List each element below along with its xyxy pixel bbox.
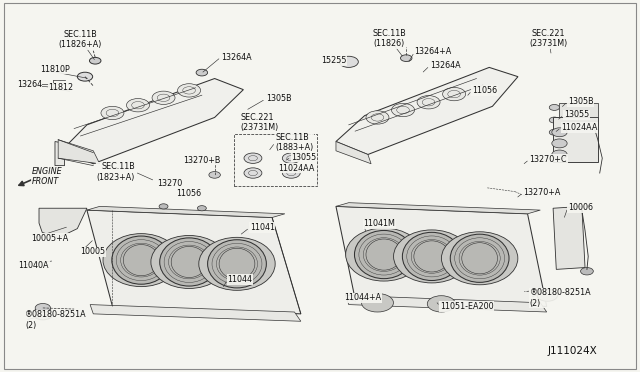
Circle shape xyxy=(552,139,567,148)
Text: 13264: 13264 xyxy=(17,80,42,89)
Text: SEC.221
(23731M): SEC.221 (23731M) xyxy=(529,29,568,48)
Text: ENGINE
FRONT: ENGINE FRONT xyxy=(31,167,62,186)
Text: 11024AA: 11024AA xyxy=(561,123,598,132)
Text: 13055: 13055 xyxy=(291,153,317,161)
Text: 13264+A: 13264+A xyxy=(415,47,452,56)
Polygon shape xyxy=(61,78,243,164)
Text: 11812: 11812 xyxy=(49,83,74,92)
Ellipse shape xyxy=(451,234,509,282)
Text: 11024AA: 11024AA xyxy=(278,164,315,173)
Circle shape xyxy=(552,150,567,159)
Circle shape xyxy=(580,267,593,275)
Polygon shape xyxy=(58,140,100,164)
Text: 1305B: 1305B xyxy=(266,94,291,103)
Circle shape xyxy=(282,168,300,178)
Ellipse shape xyxy=(207,240,266,288)
Text: J111024X: J111024X xyxy=(548,346,598,356)
Circle shape xyxy=(209,171,220,178)
Text: 11041M: 11041M xyxy=(364,219,396,228)
Ellipse shape xyxy=(103,234,179,286)
Polygon shape xyxy=(55,141,65,166)
Text: ®08180-8251A
(2): ®08180-8251A (2) xyxy=(25,311,86,330)
Text: 11044+A: 11044+A xyxy=(344,294,381,302)
Text: 11044: 11044 xyxy=(227,275,252,284)
Circle shape xyxy=(177,84,200,97)
Text: 15255: 15255 xyxy=(321,56,347,65)
Polygon shape xyxy=(336,203,540,214)
Text: 13270: 13270 xyxy=(157,179,182,188)
Bar xyxy=(234,134,317,186)
Circle shape xyxy=(428,296,456,312)
Circle shape xyxy=(549,117,559,123)
Text: 10006: 10006 xyxy=(568,203,593,212)
Polygon shape xyxy=(336,206,547,307)
Circle shape xyxy=(35,304,51,312)
Text: 13270+B: 13270+B xyxy=(182,155,220,164)
Ellipse shape xyxy=(151,235,227,288)
Text: 13264A: 13264A xyxy=(430,61,460,70)
Circle shape xyxy=(401,55,412,61)
Polygon shape xyxy=(346,295,547,312)
Polygon shape xyxy=(553,118,598,162)
Ellipse shape xyxy=(394,230,470,283)
Polygon shape xyxy=(559,103,598,118)
Text: SEC.221
(23731M): SEC.221 (23731M) xyxy=(240,113,278,132)
Circle shape xyxy=(244,153,262,163)
Polygon shape xyxy=(336,141,371,164)
Polygon shape xyxy=(90,305,301,321)
Text: 1305B: 1305B xyxy=(568,97,593,106)
Polygon shape xyxy=(87,210,301,314)
Text: SEC.11B
(1823+A): SEC.11B (1823+A) xyxy=(97,162,135,182)
Ellipse shape xyxy=(442,232,518,285)
Ellipse shape xyxy=(112,236,171,284)
Text: 10005: 10005 xyxy=(81,247,106,256)
Ellipse shape xyxy=(355,231,413,279)
Circle shape xyxy=(90,57,101,64)
Circle shape xyxy=(152,91,175,105)
Circle shape xyxy=(159,204,168,209)
Circle shape xyxy=(197,206,206,211)
Circle shape xyxy=(443,87,466,101)
Circle shape xyxy=(366,111,389,124)
Text: 13264A: 13264A xyxy=(221,52,252,61)
Circle shape xyxy=(552,128,567,137)
Text: 11056: 11056 xyxy=(176,189,202,198)
Text: 13270+C: 13270+C xyxy=(529,155,567,164)
Circle shape xyxy=(549,105,559,110)
Circle shape xyxy=(101,106,124,120)
Circle shape xyxy=(549,129,559,135)
Polygon shape xyxy=(39,208,87,238)
Text: SEC.11B
(1883+A): SEC.11B (1883+A) xyxy=(275,132,314,152)
Text: 10005+A: 10005+A xyxy=(31,234,68,243)
Ellipse shape xyxy=(199,237,275,290)
Text: SEC.11B
(11826+A): SEC.11B (11826+A) xyxy=(59,30,102,49)
Circle shape xyxy=(282,153,300,163)
Text: 13270+A: 13270+A xyxy=(523,188,561,197)
Circle shape xyxy=(362,294,394,312)
Circle shape xyxy=(77,72,93,81)
Text: SEC.11B
(11826): SEC.11B (11826) xyxy=(372,29,406,48)
Circle shape xyxy=(339,56,358,67)
Text: 11056: 11056 xyxy=(472,86,497,95)
Circle shape xyxy=(417,96,440,109)
Polygon shape xyxy=(336,67,518,154)
Text: 11041: 11041 xyxy=(250,223,275,232)
Text: 11040A: 11040A xyxy=(19,261,49,270)
Text: 13055: 13055 xyxy=(564,110,589,119)
Polygon shape xyxy=(87,206,285,218)
Polygon shape xyxy=(553,206,585,269)
Ellipse shape xyxy=(160,238,218,286)
Circle shape xyxy=(244,168,262,178)
Circle shape xyxy=(392,103,415,117)
Ellipse shape xyxy=(403,232,461,280)
Ellipse shape xyxy=(346,228,422,281)
Circle shape xyxy=(537,289,557,301)
Circle shape xyxy=(127,99,150,112)
Text: 11051-EA200: 11051-EA200 xyxy=(440,302,493,311)
Text: 11810P: 11810P xyxy=(40,65,70,74)
Text: ®08180-8251A
(2): ®08180-8251A (2) xyxy=(529,288,591,308)
Circle shape xyxy=(196,69,207,76)
Circle shape xyxy=(33,308,53,320)
